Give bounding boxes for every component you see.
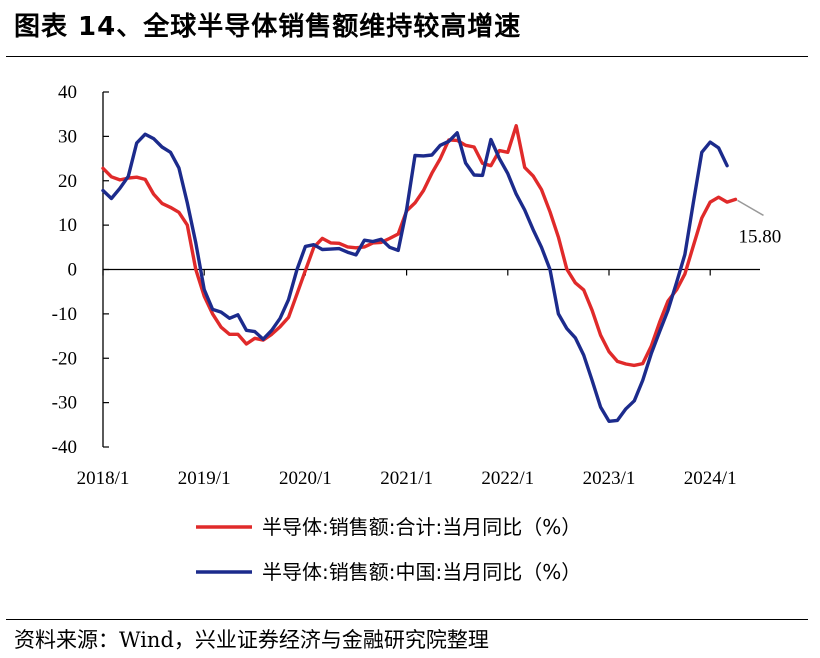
y-tick-label: -40: [52, 437, 77, 458]
x-tick-label: 2023/1: [583, 468, 636, 489]
y-tick-label: 30: [58, 126, 77, 147]
x-tick-label: 2018/1: [77, 468, 130, 489]
chart-title: 图表 14、全球半导体销售额维持较高增速: [14, 12, 522, 42]
x-tick-label: 2024/1: [684, 468, 737, 489]
x-tick-label: 2022/1: [481, 468, 534, 489]
series-lines: [101, 123, 738, 423]
y-tick-label: -20: [52, 348, 77, 369]
y-tick-label: -30: [52, 393, 77, 414]
legend-label: 半导体:销售额:中国:当月同比（%）: [262, 560, 581, 584]
annotation: 15.80: [737, 199, 782, 247]
source-note: 资料来源：Wind，兴业证券经济与金融研究院整理: [14, 628, 489, 652]
annotation-label: 15.80: [739, 226, 782, 247]
x-tick-label: 2020/1: [279, 468, 332, 489]
series-line-china: [101, 131, 729, 423]
y-tick-label: 20: [58, 171, 77, 192]
x-tick-label: 2019/1: [178, 468, 231, 489]
legend-label: 半导体:销售额:合计:当月同比（%）: [262, 515, 581, 539]
legend: 半导体:销售额:合计:当月同比（%） 半导体:销售额:中国:当月同比（%）: [196, 515, 581, 584]
y-tick-label: -10: [52, 304, 77, 325]
bottom-rule: [6, 619, 808, 620]
x-tick-label: 2021/1: [380, 468, 433, 489]
y-tick-label: 10: [58, 215, 77, 236]
top-rule: [6, 56, 808, 57]
series-line-total: [101, 123, 738, 368]
y-tick-label: 0: [68, 260, 78, 281]
y-tick-label: 40: [58, 82, 77, 103]
annotation-leader: [737, 199, 764, 217]
